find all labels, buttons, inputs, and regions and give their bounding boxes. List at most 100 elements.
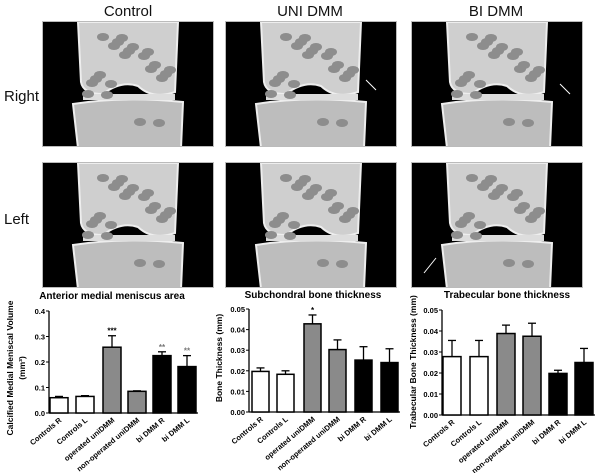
arrow-icon xyxy=(559,83,571,95)
trabecular-pore xyxy=(149,61,161,69)
bar-4 xyxy=(152,354,172,414)
trabecular-pore xyxy=(299,175,311,183)
trabecular-pore xyxy=(82,231,94,239)
microct-image-control-right xyxy=(42,21,214,147)
trabecular-pore xyxy=(496,43,508,51)
bone-render xyxy=(71,163,185,287)
trabecular-pore xyxy=(347,66,359,74)
y-tick-label: 0.04 xyxy=(423,327,438,336)
trabecular-pore xyxy=(347,207,359,215)
arrow-icon xyxy=(423,257,437,274)
trabecular-pore xyxy=(533,66,545,74)
trabecular-pore xyxy=(336,119,348,127)
trabecular-pore xyxy=(134,118,146,126)
row-label-left: Left xyxy=(4,211,30,228)
trabecular-pore xyxy=(153,260,165,268)
trabecular-pore xyxy=(101,91,113,99)
column-label-uni-dmm: UNI DMM xyxy=(277,3,343,20)
trabecular-pore xyxy=(134,259,146,267)
trabecular-pore xyxy=(164,207,176,215)
trabecular-pore xyxy=(474,80,486,88)
bar-4 xyxy=(354,359,373,413)
trabecular-pore xyxy=(288,221,300,229)
trabecular-pore xyxy=(470,232,482,240)
y-tick-label: 0.00 xyxy=(230,408,245,417)
bar-3 xyxy=(328,348,347,413)
trabecular-pore xyxy=(105,80,117,88)
trabecular-pore xyxy=(149,202,161,210)
trabecular-pore xyxy=(485,34,497,42)
trabecular-pore xyxy=(97,174,109,182)
trabecular-pore xyxy=(451,90,463,98)
row-label-right: Right xyxy=(4,88,40,105)
bone-render xyxy=(254,22,377,146)
y-tick-label: 0.03 xyxy=(423,348,438,357)
y-tick-label: 0.04 xyxy=(230,326,245,335)
microct-image-uni-dmm-left xyxy=(225,162,397,288)
bar-2 xyxy=(102,346,122,414)
trabecular-pore xyxy=(284,91,296,99)
significance-marker: * xyxy=(311,306,315,315)
trabecular-pore xyxy=(284,232,296,240)
trabecular-pore xyxy=(325,189,337,197)
trabecular-pore xyxy=(127,43,139,51)
trabecular-pore xyxy=(503,118,515,126)
meniscus-shape xyxy=(83,235,175,241)
trabecular-pore xyxy=(82,90,94,98)
bar-1 xyxy=(276,373,295,413)
x-tick-label: bi DMM R xyxy=(336,414,368,443)
y-tick-label: 0.1 xyxy=(35,384,45,393)
trabecular-pore xyxy=(105,221,117,229)
trabecular-pore xyxy=(142,48,154,56)
arrow-icon xyxy=(365,79,377,91)
y-tick-label: 0.4 xyxy=(35,307,46,316)
bone-render xyxy=(440,22,571,146)
bone-render xyxy=(423,163,554,287)
y-tick-label: 0.05 xyxy=(423,306,438,315)
chart-title: Subchondral bone thickness xyxy=(245,290,382,301)
trabecular-pore xyxy=(265,231,277,239)
trabecular-pore xyxy=(97,33,109,41)
bone-render xyxy=(71,22,185,146)
trabecular-pore xyxy=(280,174,292,182)
trabecular-pore xyxy=(466,174,478,182)
trabecular-pore xyxy=(310,43,322,51)
y-axis-label: Bone Thickness (mm) xyxy=(214,314,224,402)
trabecular-pore xyxy=(299,34,311,42)
trabecular-pore xyxy=(332,61,344,69)
bar-3 xyxy=(127,390,147,414)
trabecular-pore xyxy=(485,175,497,183)
trabecular-pore xyxy=(518,202,530,210)
bar-0 xyxy=(442,355,462,416)
trabecular-pore xyxy=(451,231,463,239)
trabecular-pore xyxy=(94,71,106,79)
trabecular-pore xyxy=(496,184,508,192)
trabecular-pore xyxy=(153,119,165,127)
bar-2 xyxy=(303,323,322,413)
trabecular-pore xyxy=(325,48,337,56)
microct-image-control-left xyxy=(42,162,214,288)
trabecular-pore xyxy=(466,33,478,41)
trabecular-pore xyxy=(503,259,515,267)
trabecular-pore xyxy=(280,33,292,41)
trabecular-pore xyxy=(463,71,475,79)
chart-title: Anterior medial meniscus area xyxy=(39,291,185,302)
trabecular-pore xyxy=(522,260,534,268)
trabecular-pore xyxy=(511,48,523,56)
y-tick-label: 0.05 xyxy=(230,305,245,314)
chart-2: Subchondral bone thickness Bone Thickness… xyxy=(214,290,400,472)
y-tick-label: 0.2 xyxy=(35,358,45,367)
bar-1 xyxy=(469,355,489,416)
chart-3: Trabecular bone thickness Trabecular Bone… xyxy=(408,290,595,473)
significance-marker: ** xyxy=(159,343,166,352)
significance-marker: ** xyxy=(184,347,191,356)
trabecular-pore xyxy=(511,189,523,197)
meniscus-shape xyxy=(83,94,175,100)
trabecular-pore xyxy=(336,260,348,268)
trabecular-pore xyxy=(474,221,486,229)
y-tick-label: 0.02 xyxy=(423,369,438,378)
trabecular-pore xyxy=(127,184,139,192)
x-tick-label: bi DMM L xyxy=(362,414,394,443)
